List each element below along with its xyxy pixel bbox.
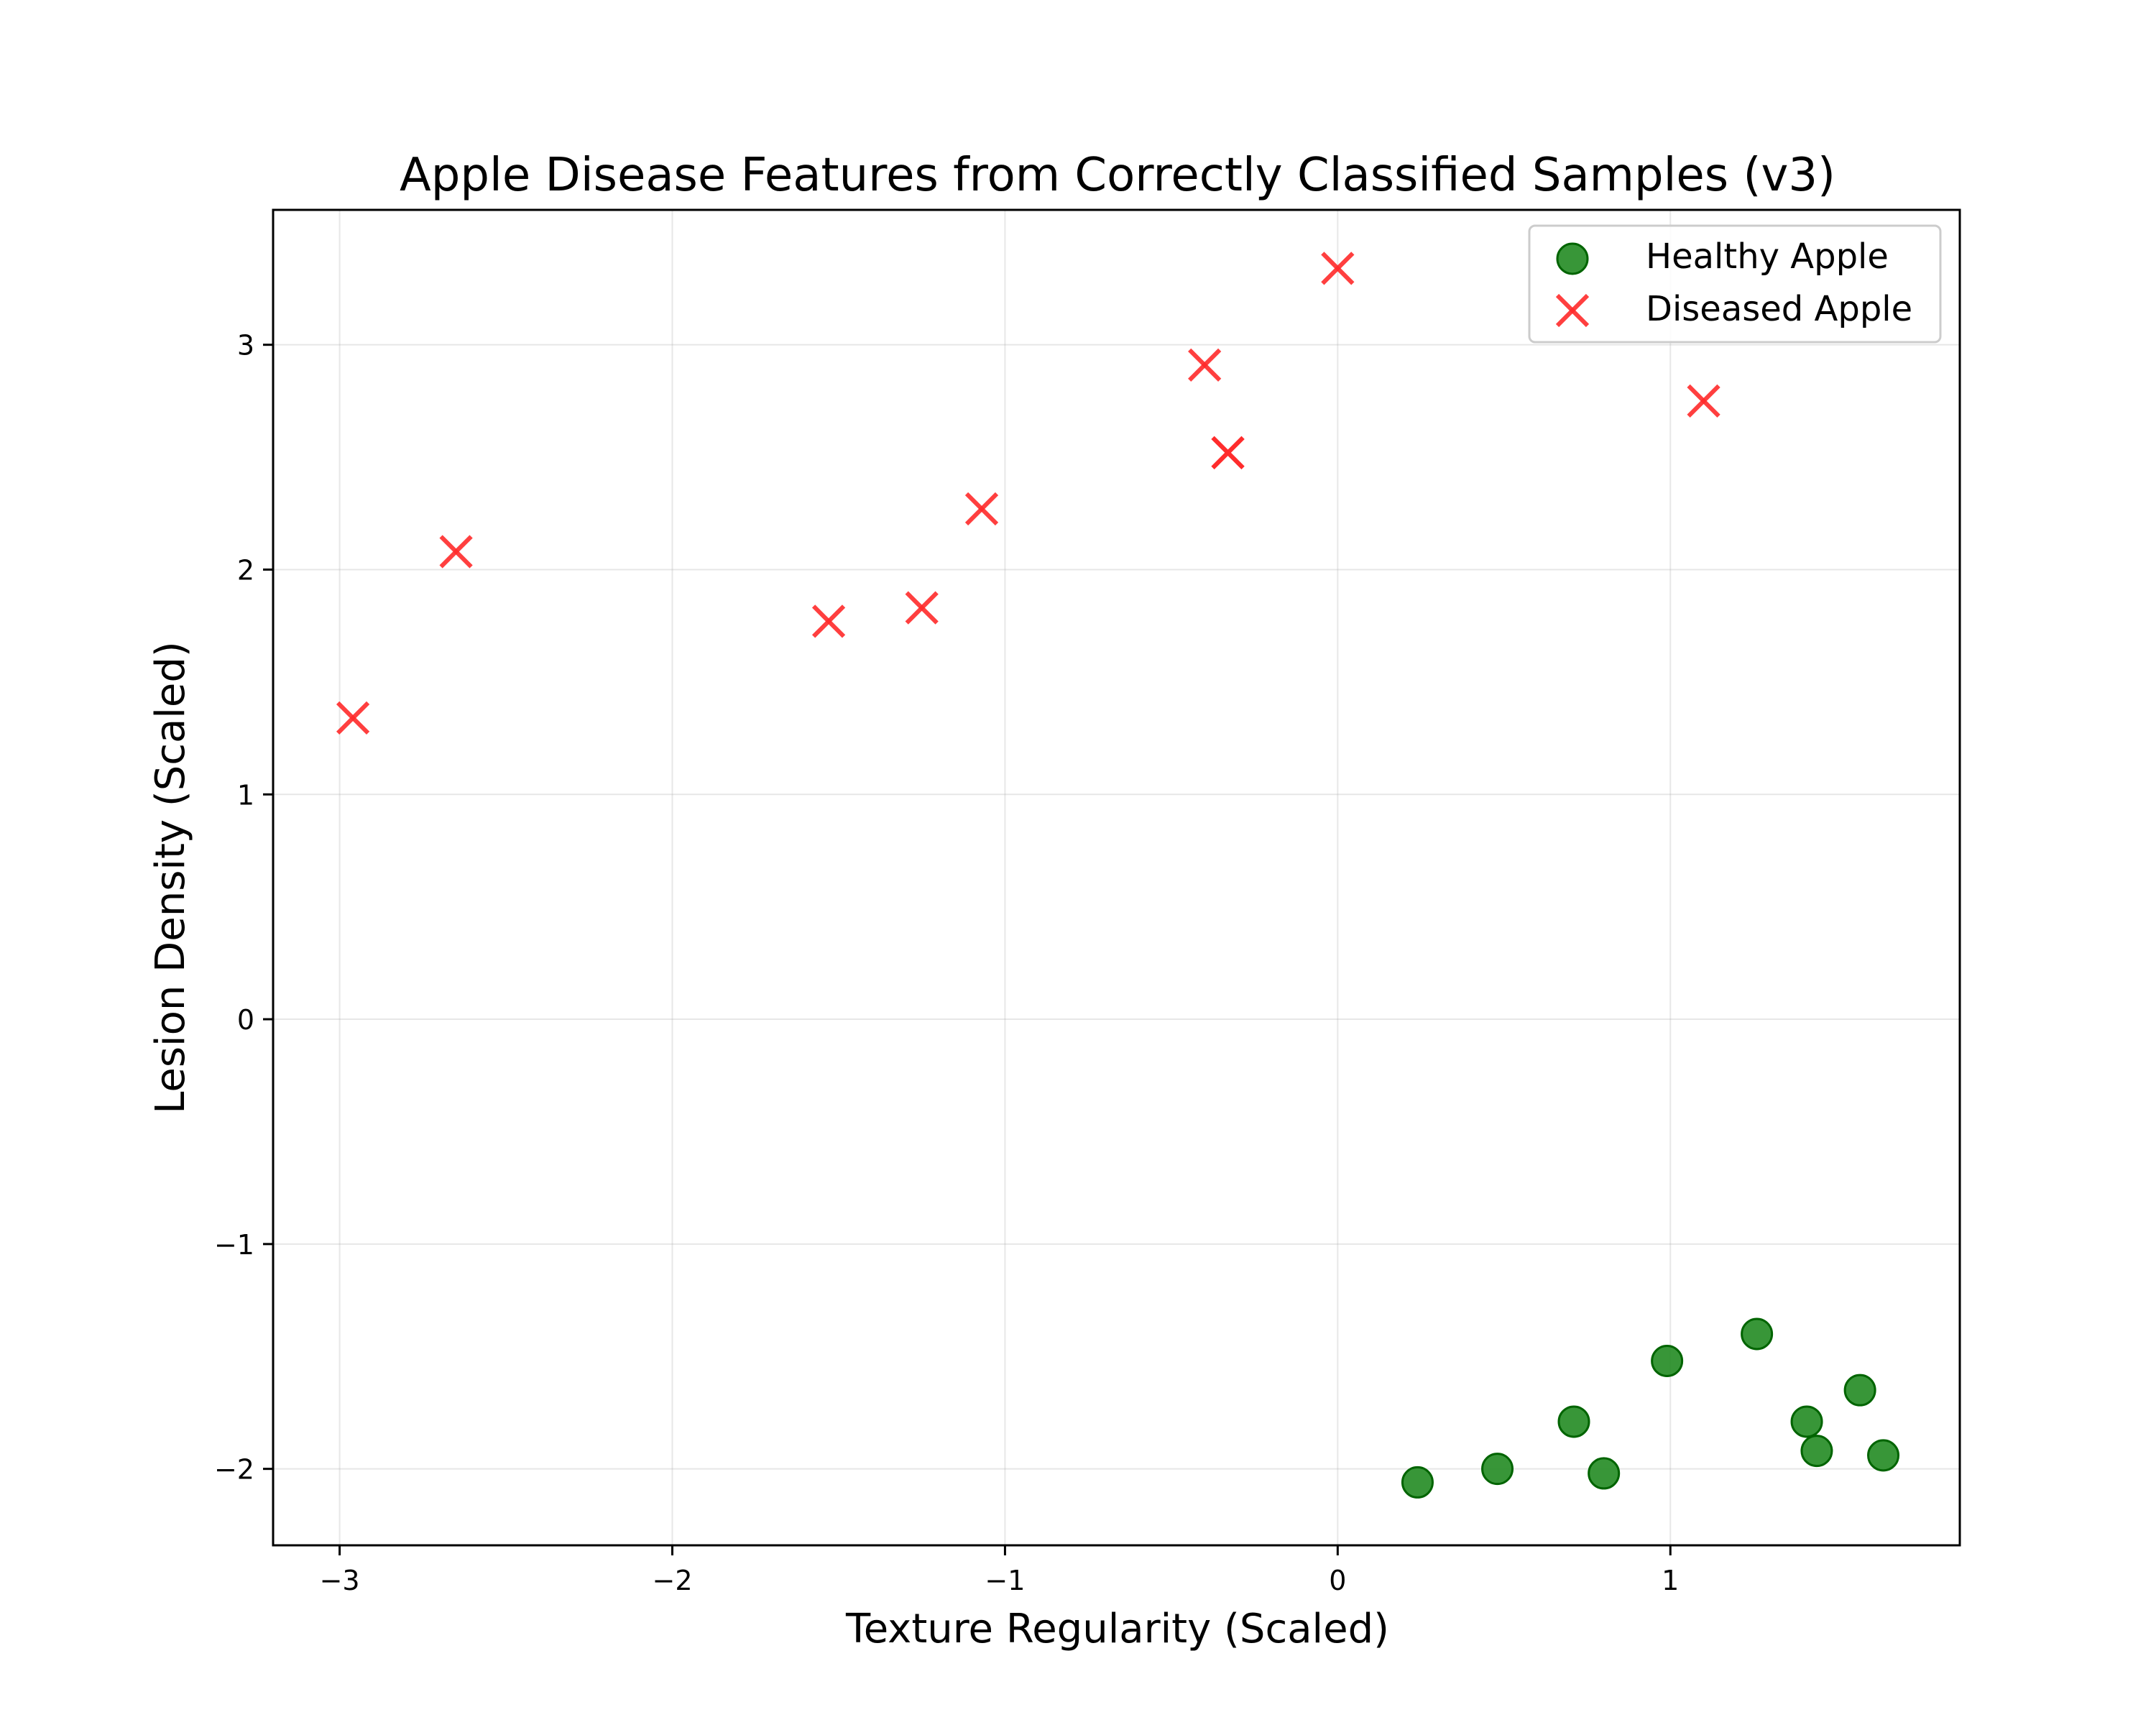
x-tick-label: 0 bbox=[1329, 1565, 1346, 1596]
x-tick-label: −1 bbox=[985, 1565, 1025, 1596]
x-axis-label: Texture Regularity (Scaled) bbox=[845, 1606, 1389, 1652]
legend-x-marker bbox=[1555, 293, 1590, 328]
x-axis-ticks: −3 −2 −1 0 1 bbox=[320, 1545, 1679, 1596]
y-tick-label: 1 bbox=[237, 779, 254, 811]
diseased-apple-point bbox=[1188, 348, 1222, 382]
legend-label-diseased: Diseased Apple bbox=[1646, 289, 1912, 329]
healthy-apple-point bbox=[1651, 1345, 1684, 1378]
y-tick-label: −2 bbox=[214, 1454, 254, 1486]
y-axis-ticks: −2 −1 0 1 2 3 bbox=[214, 330, 273, 1486]
healthy-apple-point bbox=[1588, 1457, 1621, 1490]
diseased-apple-point bbox=[1211, 436, 1245, 469]
y-tick-label: 0 bbox=[237, 1004, 254, 1036]
y-tick-label: 2 bbox=[237, 554, 254, 586]
legend-frame bbox=[1528, 224, 1942, 344]
data-points bbox=[336, 252, 1900, 1499]
y-axis-label: Lesion Density (Scaled) bbox=[147, 641, 194, 1114]
diseased-apple-point bbox=[811, 604, 846, 638]
y-tick-label: −1 bbox=[214, 1229, 254, 1261]
legend: Healthy Apple Diseased Apple bbox=[1528, 224, 1942, 344]
healthy-apple-point bbox=[1790, 1405, 1823, 1438]
diseased-apple-point bbox=[336, 701, 370, 735]
legend-label-healthy: Healthy Apple bbox=[1646, 236, 1889, 277]
x-tick-label: −2 bbox=[652, 1565, 692, 1596]
healthy-apple-point bbox=[1800, 1435, 1833, 1468]
x-tick-label: 1 bbox=[1662, 1565, 1679, 1596]
healthy-apple-point bbox=[1481, 1453, 1514, 1486]
diseased-apple-point bbox=[1687, 384, 1720, 418]
diseased-apple-point bbox=[964, 492, 999, 526]
diseased-apple-point bbox=[905, 591, 939, 625]
healthy-apple-point bbox=[1401, 1466, 1434, 1499]
healthy-apple-point bbox=[1843, 1374, 1876, 1407]
y-tick-label: 3 bbox=[237, 330, 254, 362]
x-tick-label: −3 bbox=[320, 1565, 360, 1596]
plot-area bbox=[272, 208, 1961, 1547]
diseased-apple-point bbox=[439, 535, 473, 569]
healthy-apple-point bbox=[1741, 1317, 1774, 1351]
legend-circle-marker bbox=[1556, 242, 1589, 275]
healthy-apple-point bbox=[1557, 1405, 1590, 1438]
legend-marker-healthy bbox=[1556, 242, 1589, 275]
healthy-apple-point bbox=[1867, 1439, 1900, 1472]
diseased-apple-point bbox=[1321, 252, 1355, 285]
chart-title: Apple Disease Features from Correctly Cl… bbox=[400, 149, 1835, 202]
grid bbox=[273, 210, 1960, 1545]
legend-marker-diseased bbox=[1555, 293, 1590, 328]
